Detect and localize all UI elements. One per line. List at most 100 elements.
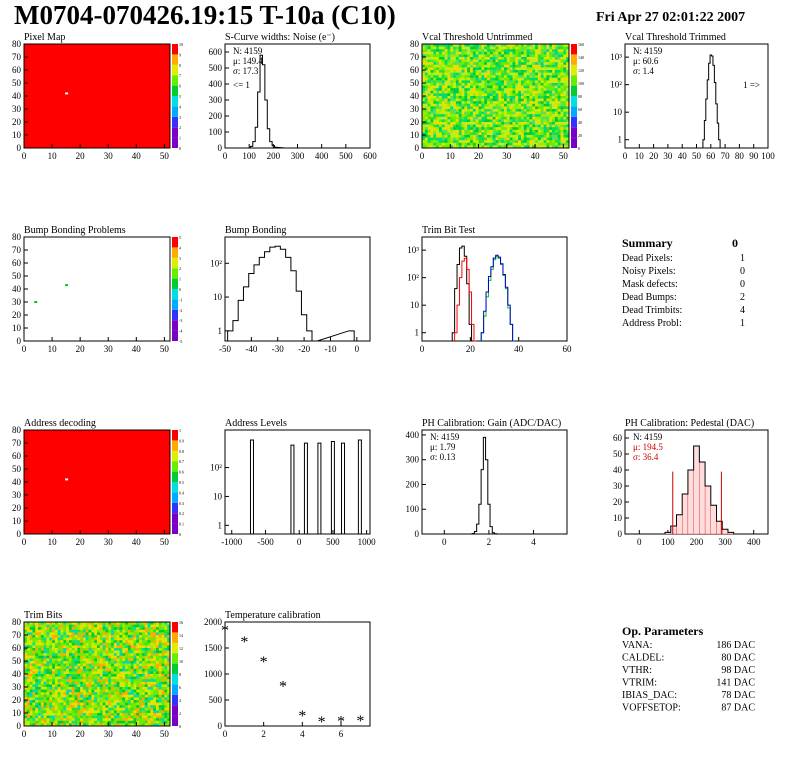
heatmap-cell [77, 723, 81, 727]
heatmap-cell [433, 106, 437, 110]
heatmap-cell [97, 676, 101, 680]
heatmap-cell [455, 44, 460, 47]
heatmap-cell [529, 129, 533, 133]
heatmap-cell [535, 116, 539, 120]
heatmap-cell [125, 627, 129, 631]
heatmap-cell [63, 702, 67, 706]
heatmap-cell [515, 111, 519, 115]
heatmap-cell [122, 702, 126, 706]
heatmap-cell [549, 44, 553, 47]
heatmap-cell [422, 127, 426, 131]
heatmap-cell [501, 106, 505, 110]
heatmap-cell [563, 57, 567, 60]
heatmap-cell [26, 640, 30, 644]
heatmap-cell [71, 622, 75, 625]
heatmap-cell [46, 702, 50, 706]
heatmap-cell [136, 707, 140, 711]
heatmap-cell [444, 72, 448, 76]
heatmap-cell [526, 145, 530, 149]
heatmap-cell [566, 109, 570, 112]
heatmap-cell [99, 702, 103, 706]
heatmap-cell [46, 661, 50, 664]
heatmap-cell [566, 59, 570, 63]
heatmap-cell [127, 702, 131, 706]
heatmap-cell [549, 90, 553, 94]
heatmap-cell [495, 80, 499, 84]
heatmap-cell [167, 640, 171, 644]
heatmap-cell [54, 650, 58, 654]
heatmap-cell [66, 635, 70, 638]
heatmap-cell [501, 83, 505, 86]
heatmap-cell [492, 57, 496, 60]
heatmap-cell [88, 720, 92, 724]
heatmap-cell [116, 635, 120, 638]
heatmap-cell [557, 103, 561, 107]
heatmap-cell [464, 72, 468, 76]
heatmap-cell [453, 57, 457, 60]
heatmap-cell [424, 103, 428, 107]
heatmap-cell [150, 655, 154, 659]
heatmap-cell [85, 658, 89, 662]
marked-pixel [34, 301, 38, 303]
heatmap-cell [518, 124, 522, 128]
heatmap-cell [501, 54, 505, 58]
heatmap-cell [424, 46, 428, 50]
heatmap-cell [535, 51, 539, 55]
heatmap-cell [60, 632, 64, 636]
heatmap-cell [74, 705, 78, 709]
heatmap-cell [515, 140, 519, 144]
heatmap-cell [455, 85, 460, 89]
heatmap-cell [436, 46, 440, 50]
heatmap-cell [526, 124, 530, 128]
heatmap-cell [450, 88, 454, 92]
heatmap-cell [512, 90, 516, 94]
x-tick-label: 300 [291, 151, 305, 161]
heatmap-cell [158, 666, 162, 670]
heatmap-cell [554, 80, 558, 84]
heatmap-cell [520, 46, 525, 50]
heatmap-cell [80, 692, 84, 696]
heatmap-cell [167, 658, 171, 662]
heatmap-cell [94, 684, 98, 688]
heatmap-cell [85, 681, 89, 685]
heatmap-cell [503, 135, 508, 138]
heatmap-cell [537, 62, 542, 66]
heatmap-cell [153, 624, 157, 628]
heatmap-cell [66, 671, 70, 675]
heatmap-cell [447, 90, 451, 94]
heatmap-cell [99, 697, 103, 701]
colorbar-label: 12 [179, 646, 183, 651]
heatmap-cell [546, 67, 550, 71]
heatmap-cell [464, 90, 468, 94]
heatmap-cell [549, 109, 553, 112]
heatmap-cell [509, 106, 513, 110]
heatmap-cell [430, 98, 434, 102]
heatmap-cell [554, 132, 558, 136]
heatmap-cell [158, 624, 162, 628]
heatmap-cell [85, 632, 89, 636]
heatmap-cell [77, 718, 81, 722]
heatmap-cell [447, 135, 451, 138]
heatmap-cell [518, 46, 522, 50]
heatmap-cell [495, 46, 499, 50]
x-tick-label: 90 [749, 151, 759, 161]
heatmap-cell [49, 637, 53, 641]
heatmap-cell [512, 132, 516, 136]
y-tick-label: 200 [406, 479, 420, 489]
heatmap-cell [489, 127, 493, 131]
heatmap-cell [164, 674, 168, 677]
heatmap-cell [71, 658, 75, 662]
y-tick-label: 40 [12, 91, 22, 101]
summary-row-value: 2 [740, 292, 745, 303]
heatmap-cell [68, 635, 73, 638]
heatmap-cell [153, 650, 157, 654]
heatmap-cell [155, 622, 160, 625]
heatmap-cell [119, 687, 123, 690]
heatmap-cell [147, 650, 151, 654]
heatmap-cell [167, 707, 171, 711]
heatmap-cell [35, 681, 39, 685]
heatmap-cell [444, 57, 448, 60]
heatmap-cell [116, 658, 120, 662]
heatmap-cell [498, 129, 502, 133]
heatmap-cell [136, 671, 140, 675]
